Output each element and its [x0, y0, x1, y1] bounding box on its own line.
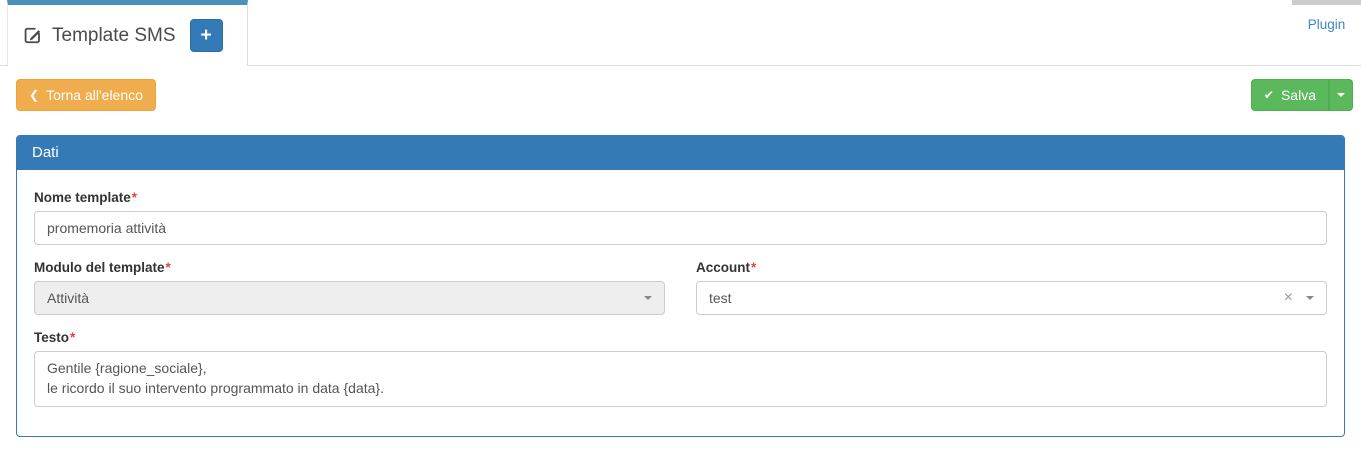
- testo-group: Testo* Gentile {ragione_sociale}, le ric…: [34, 330, 1327, 407]
- account-select[interactable]: test ×: [696, 281, 1327, 315]
- account-label: Account*: [696, 260, 1327, 275]
- tab-template-sms[interactable]: Template SMS +: [7, 0, 248, 66]
- required-mark: *: [165, 260, 171, 275]
- panel-title: Dati: [17, 136, 1344, 170]
- tab-bar-left-spacer: [0, 0, 7, 66]
- tab-plugin[interactable]: Plugin: [1292, 0, 1361, 66]
- add-template-button[interactable]: +: [189, 19, 223, 52]
- chevron-down-icon: [644, 296, 652, 300]
- account-label-text: Account: [696, 260, 750, 275]
- testo-label: Testo*: [34, 330, 1327, 345]
- tab-bar: Template SMS + Plugin: [0, 0, 1361, 66]
- account-selected-value: test: [709, 290, 732, 306]
- tab-bar-filler: [248, 0, 1292, 66]
- required-mark: *: [70, 330, 76, 345]
- plugin-link[interactable]: Plugin: [1307, 17, 1346, 32]
- save-split-button: ✔ Salva: [1250, 79, 1353, 111]
- testo-label-text: Testo: [34, 330, 70, 345]
- modulo-select: Attività: [34, 281, 665, 315]
- required-mark: *: [131, 190, 138, 205]
- modulo-account-row: Modulo del template* Attività Account* t…: [34, 260, 1327, 330]
- modulo-group: Modulo del template* Attività: [34, 260, 665, 315]
- caret-down-icon: [1336, 93, 1345, 97]
- save-dropdown-toggle[interactable]: [1329, 79, 1353, 111]
- check-icon: ✔: [1263, 88, 1274, 102]
- required-mark: *: [751, 260, 757, 275]
- modulo-selected-value: Attività: [47, 290, 90, 306]
- panel-body: Nome template* Modulo del template* Atti…: [17, 170, 1344, 436]
- edit-icon: [22, 25, 43, 46]
- page-title: Template SMS: [52, 24, 176, 46]
- nome-template-group: Nome template*: [34, 190, 1327, 245]
- chevron-left-icon: ❮: [29, 88, 40, 102]
- modulo-label-text: Modulo del template: [34, 260, 165, 275]
- nome-template-label-text: Nome template: [34, 190, 131, 205]
- testo-textarea[interactable]: Gentile {ragione_sociale}, le ricordo il…: [34, 351, 1327, 407]
- save-label: Salva: [1280, 87, 1316, 103]
- nome-template-input[interactable]: [34, 211, 1327, 245]
- toolbar: ❮ Torna all'elenco ✔ Salva: [16, 79, 1353, 111]
- back-to-list-button[interactable]: ❮ Torna all'elenco: [16, 79, 156, 111]
- dati-panel: Dati Nome template* Modulo del template*…: [16, 135, 1345, 437]
- account-group: Account* test ×: [696, 260, 1327, 330]
- account-select-controls: ×: [1284, 290, 1314, 306]
- back-to-list-label: Torna all'elenco: [46, 87, 143, 103]
- clear-selection-icon[interactable]: ×: [1283, 289, 1293, 306]
- save-button[interactable]: ✔ Salva: [1250, 79, 1329, 111]
- nome-template-label: Nome template*: [34, 190, 1327, 205]
- chevron-down-icon: [1306, 296, 1314, 300]
- modulo-label: Modulo del template*: [34, 260, 665, 275]
